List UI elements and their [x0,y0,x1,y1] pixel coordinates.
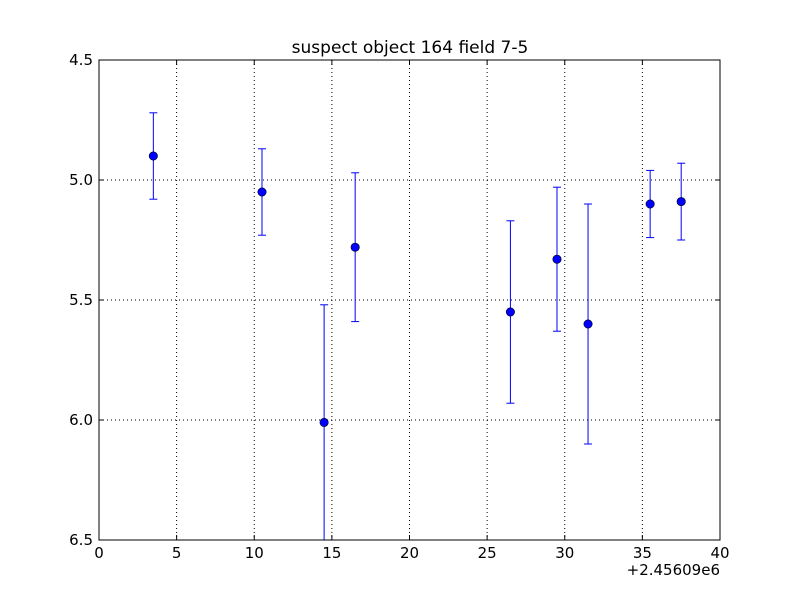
data-point [676,197,686,207]
x-tick-label: 5 [172,544,182,562]
x-axis-offset-label: +2.45609e6 [627,561,720,579]
data-point [552,254,562,264]
data-point [645,199,655,209]
y-tick-label: 4.5 [69,51,93,69]
grid [99,60,720,540]
x-tick-label: 20 [400,544,419,562]
y-tick-label: 6.5 [69,531,93,549]
data-point [257,187,267,197]
y-tick-label: 6.0 [69,411,93,429]
x-tick-label: 0 [94,544,104,562]
x-tick-label: 15 [322,544,341,562]
data-point [505,307,515,317]
x-tick-label: 25 [478,544,497,562]
x-tick-label: 10 [245,544,264,562]
y-tick-label: 5.5 [69,291,93,309]
data-point [583,319,593,329]
data-point [148,151,158,161]
data-point [350,242,360,252]
x-tick-label: 40 [710,544,729,562]
x-tick-label: 35 [633,544,652,562]
y-tick-label: 5.0 [69,171,93,189]
axis-ticks [98,59,721,541]
x-tick-label: 30 [555,544,574,562]
data-series [148,112,686,540]
data-point [319,417,329,427]
series-points [148,112,686,540]
tick-labels: 0 5 10 15 20 25 30 35 40 4.5 5.0 5.5 6.0 6.5 [69,51,729,562]
chart-title: suspect object 164 field 7-5 [292,38,529,58]
